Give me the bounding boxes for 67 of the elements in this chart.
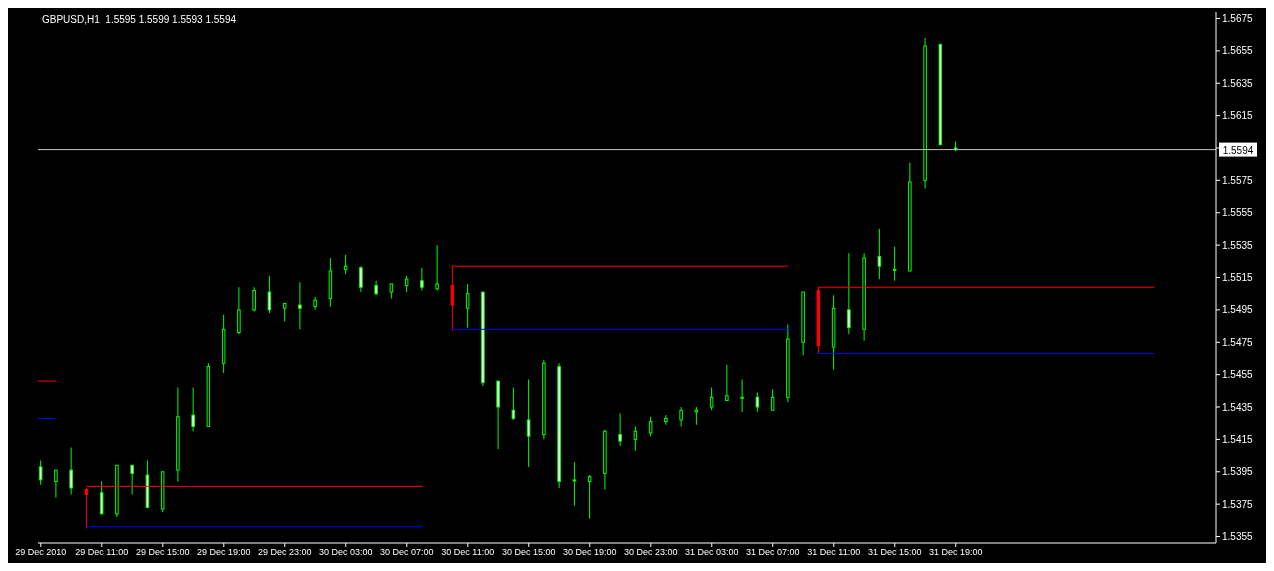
x-tick-label: 30 Dec 23:00 [623,547,678,558]
y-tick-label: 1.5515 [1222,272,1254,284]
candlestick [359,265,363,293]
candlestick [648,416,653,437]
candlestick [267,275,272,314]
candlestick [740,378,744,413]
x-tick-label: 29 Dec 19:00 [197,547,251,558]
y-tick-label: 1.5615 [1222,110,1254,122]
candlestick [633,425,638,452]
y-tick-label: 1.5475 [1222,336,1254,348]
y-tick-label: 1.5675 [1222,13,1254,25]
candlestick [847,252,851,335]
y-tick-label: 1.5555 [1222,207,1254,219]
x-tick-label: 30 Dec 07:00 [380,547,434,558]
candlestick [587,474,592,520]
x-tick-label: 31 Dec 03:00 [684,547,739,558]
candlestick [664,414,668,426]
candlestick [99,480,104,515]
candlestick [755,391,760,413]
candlestick [343,254,348,275]
candlestick [420,267,424,291]
y-tick-label: 1.5375 [1222,498,1254,510]
y-tick-label: 1.5575 [1222,174,1254,186]
candlestick [877,228,882,280]
candlestick [511,387,516,421]
y-tick-label: 1.5435 [1222,401,1254,413]
y-tick-label: 1.5455 [1222,369,1254,381]
candlestick [709,387,714,411]
candlestick [572,461,577,507]
chart-title: GBPUSD,H1 1.5595 1.5599 1.5593 1.5594 [42,14,237,25]
x-tick-label: 29 Dec 11:00 [75,547,129,558]
x-tick-label: 31 Dec 11:00 [807,547,861,558]
y-tick-label: 1.5635 [1222,77,1254,89]
y-tick-label: 1.5395 [1222,466,1254,478]
candlestick [54,469,58,499]
x-tick-label: 31 Dec 15:00 [867,547,922,558]
x-tick-label: 29 Dec 23:00 [258,547,312,558]
candlestick [618,412,622,447]
candlestick [679,406,683,427]
y-tick-label: 1.5415 [1222,433,1254,445]
candlestick [313,296,317,311]
candlestick [298,281,302,330]
x-tick-label: 29 Dec 2010 [15,547,67,558]
candlestick [892,246,897,282]
x-tick-label: 30 Dec 03:00 [319,547,373,558]
x-tick-label: 31 Dec 19:00 [928,547,983,558]
candlestick [435,244,439,291]
candlestick [237,286,241,335]
candlestick [191,387,195,432]
candlestick [526,378,531,468]
candlestick [130,464,134,495]
y-tick-label: 1.5495 [1222,304,1254,316]
candlestick [770,388,775,411]
y-tick-label: 1.5535 [1222,239,1254,251]
x-tick-label: 29 Dec 15:00 [136,547,190,558]
x-tick-label: 30 Dec 11:00 [441,547,495,558]
x-tick-label: 30 Dec 15:00 [502,547,556,558]
candlestick [69,446,73,495]
candlestick [465,283,470,329]
y-tick-label: 1.5655 [1222,45,1254,57]
x-tick-label: 30 Dec 19:00 [562,547,617,558]
x-tick-label: 31 Dec 07:00 [745,547,800,558]
candlestick [725,364,729,402]
candlestick [38,459,43,486]
y-tick-label: 1.5355 [1222,531,1254,543]
candlestick [252,286,256,312]
ref-line-label: 1.5594 [1222,144,1254,156]
